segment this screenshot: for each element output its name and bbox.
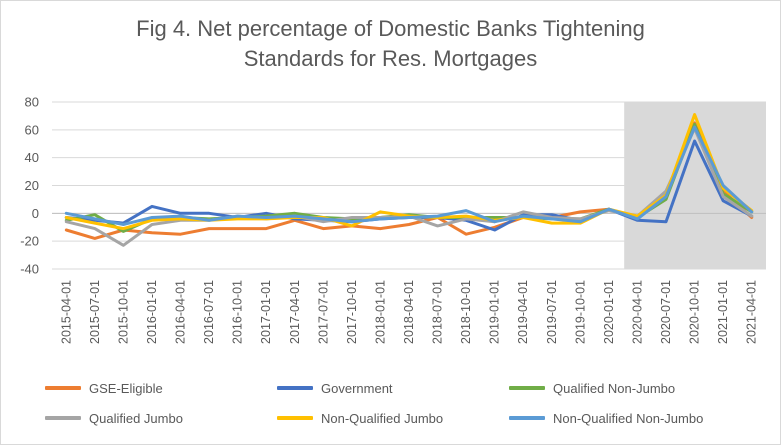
legend-swatch <box>277 416 313 420</box>
legend-label: GSE-Eligible <box>89 380 163 396</box>
x-tick-label: 2019-10-01 <box>573 280 587 344</box>
x-tick-label: 2015-07-01 <box>88 280 102 344</box>
y-tick-label: -40 <box>20 262 39 277</box>
y-tick-label: 0 <box>32 206 39 221</box>
x-tick-label: 2016-10-01 <box>231 280 245 344</box>
legend-item: Government <box>277 378 393 398</box>
x-tick-label: 2018-07-01 <box>431 280 445 344</box>
x-tick-label: 2015-04-01 <box>59 280 73 344</box>
x-tick-label: 2019-04-01 <box>516 280 530 344</box>
x-tick-label: 2018-01-01 <box>373 280 387 344</box>
legend-label: Government <box>321 380 393 396</box>
y-tick-label: 40 <box>25 150 39 165</box>
x-tick-label: 2015-10-01 <box>116 280 130 344</box>
x-tick-label: 2017-04-01 <box>288 280 302 344</box>
x-tick-label: 2021-04-01 <box>745 280 759 344</box>
x-tick-label: 2017-01-01 <box>259 280 273 344</box>
x-tick-label: 2016-04-01 <box>174 280 188 344</box>
legend-swatch <box>277 386 313 390</box>
y-tick-label: -20 <box>20 234 39 249</box>
x-tick-label: 2016-07-01 <box>202 280 216 344</box>
y-tick-label: 20 <box>25 178 39 193</box>
x-tick-label: 2017-07-01 <box>316 280 330 344</box>
x-tick-label: 2017-10-01 <box>345 280 359 344</box>
x-tick-label: 2019-07-01 <box>545 280 559 344</box>
legend-label: Non-Qualified Jumbo <box>321 410 444 426</box>
legend-swatch <box>509 386 545 390</box>
x-tick-label: 2019-01-01 <box>488 280 502 344</box>
series-line-non-qualified-non-jumbo <box>64 125 754 226</box>
legend-item: Qualified Jumbo <box>45 408 183 428</box>
x-tick-label: 2020-04-01 <box>630 280 644 344</box>
x-tick-label: 2020-10-01 <box>688 280 702 344</box>
legend-item: Non-Qualified Jumbo <box>277 408 443 428</box>
x-tick-label: 2016-01-01 <box>145 280 159 344</box>
x-tick-label: 2020-07-01 <box>659 280 673 344</box>
legend-label: Qualified Non-Jumbo <box>553 380 676 396</box>
chart-legend: GSE-Eligible Government Qualified Non-Jumb… <box>0 372 781 436</box>
legend-swatch <box>45 386 81 390</box>
x-tick-label: 2020-01-01 <box>602 280 616 344</box>
y-tick-label: 80 <box>25 95 39 110</box>
legend-swatch <box>45 416 81 420</box>
x-tick-label: 2021-01-01 <box>716 280 730 344</box>
chart-title: Fig 4. Net percentage of Domestic Banks … <box>0 14 781 74</box>
legend-label: Qualified Jumbo <box>89 410 183 426</box>
legend-label: Non-Qualified Non-Jumbo <box>553 410 704 426</box>
x-tick-label: 2018-10-01 <box>459 280 473 344</box>
chart-title-line-1: Fig 4. Net percentage of Domestic Banks … <box>136 16 645 41</box>
legend-item: Qualified Non-Jumbo <box>509 378 675 398</box>
x-tick-label: 2018-04-01 <box>402 280 416 344</box>
legend-item: Non-Qualified Non-Jumbo <box>509 408 703 428</box>
y-tick-label: 60 <box>25 122 39 137</box>
chart-title-line-2: Standards for Res. Mortgages <box>243 46 538 71</box>
legend-swatch <box>509 416 545 420</box>
legend-item: GSE-Eligible <box>45 378 163 398</box>
